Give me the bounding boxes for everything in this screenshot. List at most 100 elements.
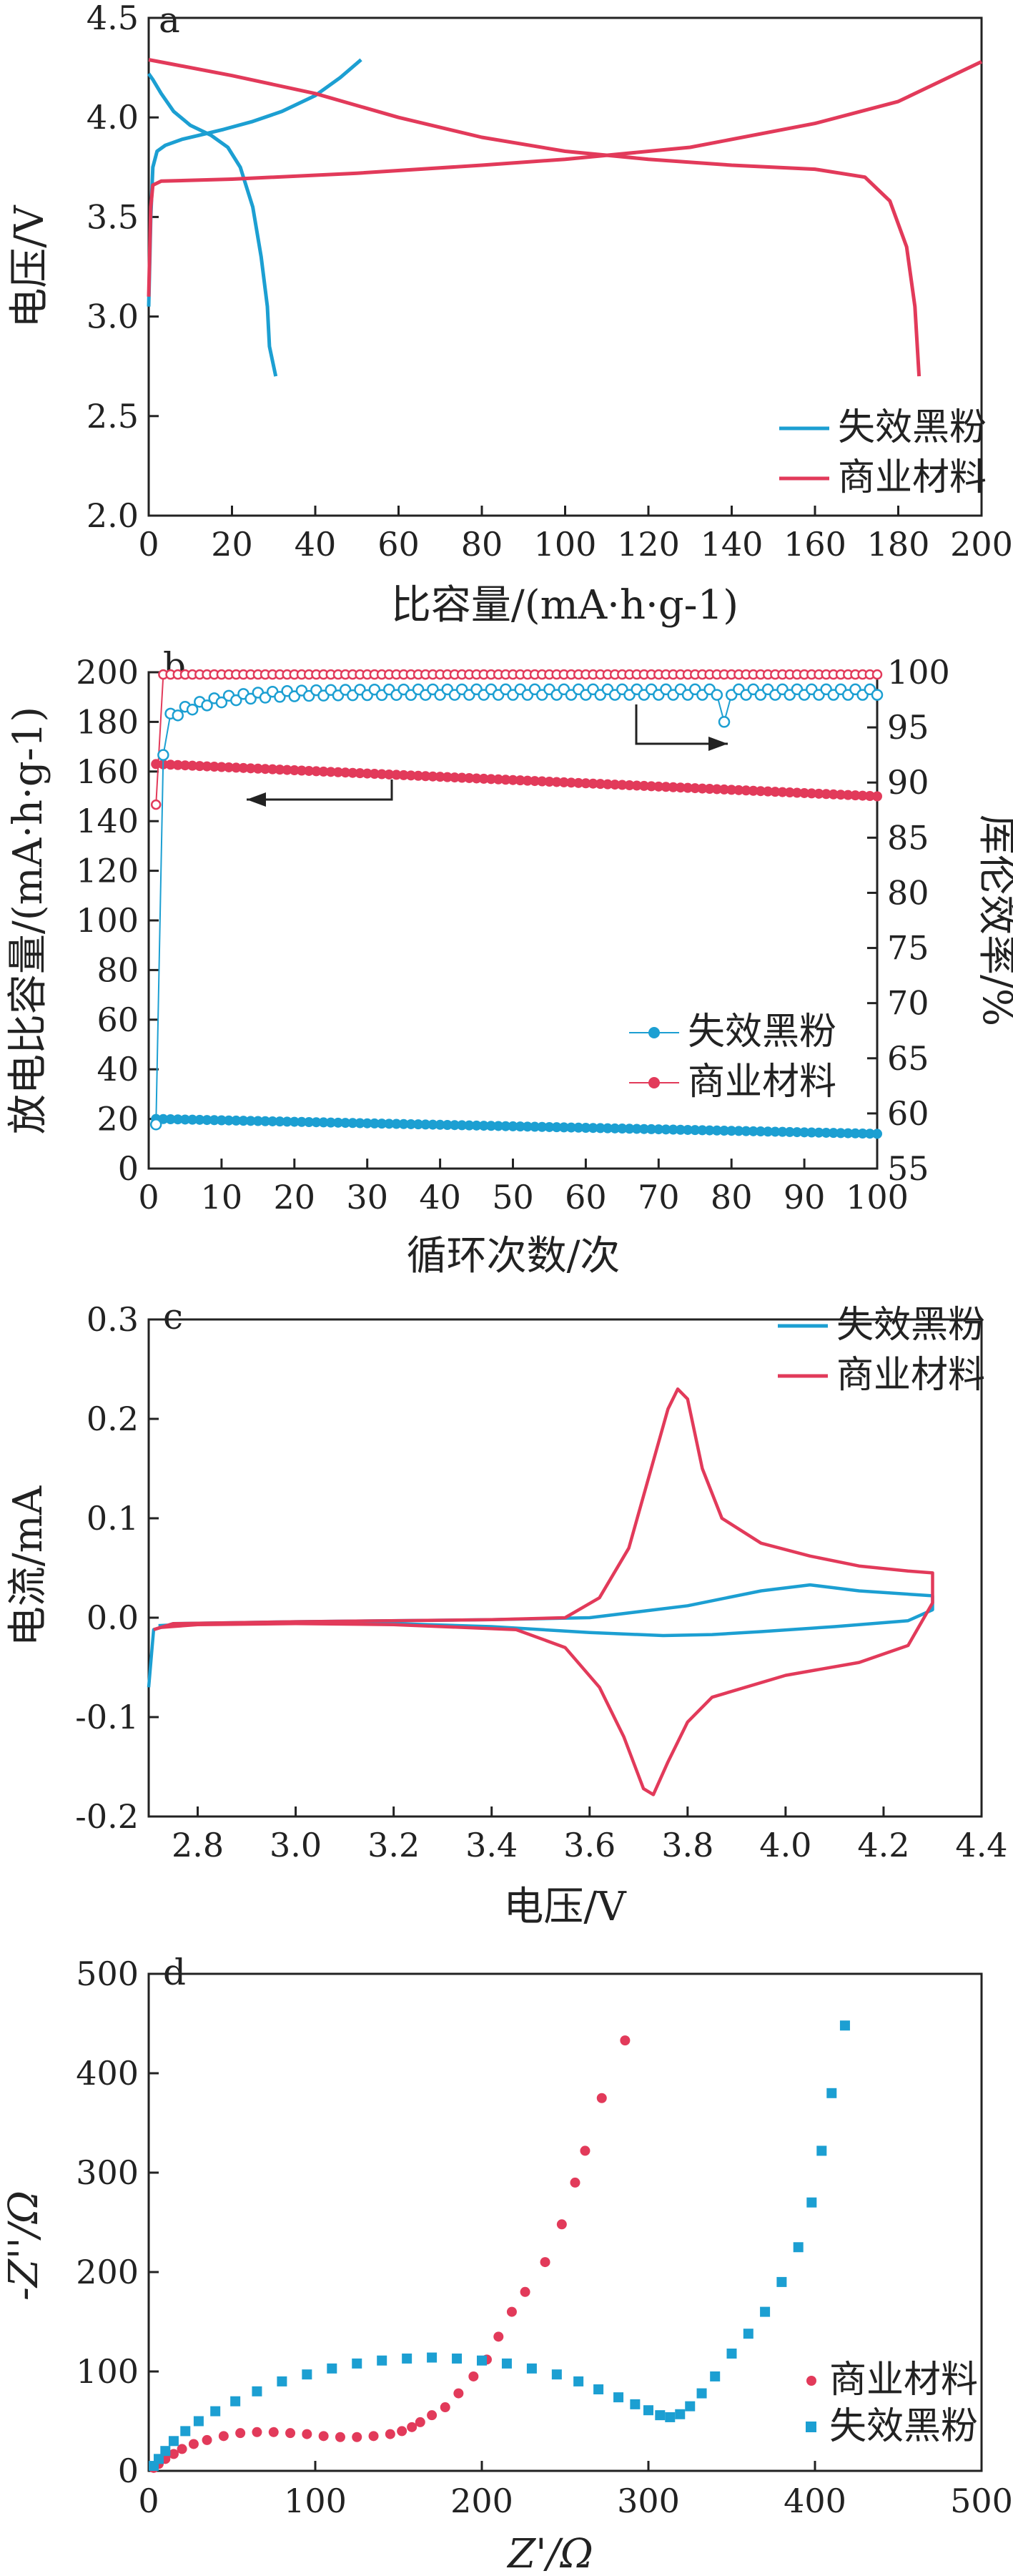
capacity-point-red-b <box>435 772 445 782</box>
x-tick-label-a: 20 <box>211 525 253 564</box>
plot-frame-c <box>147 1318 983 1818</box>
y-tick-label-a: 4.0 <box>87 98 139 137</box>
series-1-curve-0-a <box>147 59 983 297</box>
y-tick-label-d: 100 <box>76 2352 139 2391</box>
nyquist-point-red-d <box>202 2434 212 2445</box>
capacity-point-blue-b <box>428 1119 438 1130</box>
nyquist-point-red-d <box>556 2219 567 2230</box>
y-tick-label-b: 200 <box>76 653 139 692</box>
y-tick-label-d: 200 <box>76 2253 139 2291</box>
legend-b-0-swatch-marker <box>648 1027 660 1038</box>
nyquist-point-blue-d <box>168 2436 179 2447</box>
nyquist-point-blue-d <box>710 2371 721 2381</box>
capacity-point-red-b <box>821 789 831 800</box>
capacity-point-red-b <box>653 781 664 792</box>
capacity-point-red-b <box>573 777 584 788</box>
y-tick-label-c: 0.3 <box>87 1300 139 1339</box>
capacity-point-blue-b <box>304 1117 315 1128</box>
x-tick-label-b: 70 <box>638 1178 680 1216</box>
capacity-point-red-b <box>683 782 693 793</box>
nyquist-point-blue-d <box>180 2426 191 2437</box>
capacity-point-blue-b <box>405 1119 416 1129</box>
capacity-point-red-b <box>428 771 438 782</box>
capacity-point-red-b <box>355 768 365 779</box>
nyquist-point-blue-d <box>776 2276 787 2287</box>
capacity-point-blue-b <box>355 1118 365 1129</box>
capacity-point-blue-b <box>610 1123 621 1134</box>
capacity-point-red-b <box>194 761 205 772</box>
capacity-point-blue-b <box>864 1129 875 1139</box>
capacity-point-red-b <box>814 788 824 799</box>
capacity-point-red-b <box>624 780 635 791</box>
capacity-point-red-b <box>799 787 810 798</box>
x-tick-label-c: 4.0 <box>759 1826 811 1864</box>
x-tick-label-c: 4.2 <box>857 1826 909 1864</box>
arrow-ce-head-b <box>708 737 728 751</box>
capacity-point-blue-b <box>347 1118 358 1129</box>
capacity-point-red-b <box>493 774 504 785</box>
legend-d-0-swatch <box>806 2376 816 2386</box>
y2-tick-label-b: 100 <box>887 653 950 692</box>
nyquist-point-blue-d <box>352 2358 362 2369</box>
nyquist-point-blue-d <box>193 2416 204 2427</box>
x-tick-label-a: 100 <box>534 525 597 564</box>
capacity-point-blue-b <box>332 1117 343 1128</box>
x-tick-label-c: 2.8 <box>172 1826 224 1864</box>
capacity-point-red-b <box>187 760 198 771</box>
nyquist-point-red-d <box>540 2257 550 2268</box>
ce-point-blue-b <box>244 692 257 705</box>
y-tick-label-c: 0.0 <box>87 1598 139 1637</box>
x-tick-label-b: 50 <box>492 1178 534 1216</box>
capacity-point-red-b <box>719 784 730 795</box>
nyquist-point-red-d <box>188 2439 199 2449</box>
capacity-point-red-b <box>398 770 409 780</box>
capacity-point-blue-b <box>449 1120 460 1131</box>
capacity-point-red-b <box>340 767 351 778</box>
capacity-point-red-b <box>617 780 628 790</box>
y-tick-label-b: 80 <box>97 950 139 989</box>
capacity-point-red-b <box>857 790 868 801</box>
capacity-point-blue-b <box>646 1124 657 1134</box>
ce-point-blue-b <box>157 749 169 761</box>
y-tick-label-c: -0.2 <box>75 1797 139 1836</box>
capacity-point-red-b <box>231 762 242 773</box>
x-tick-label-d: 100 <box>284 2482 347 2520</box>
capacity-point-red-b <box>726 785 737 795</box>
y2-tick-label-b: 90 <box>887 763 929 802</box>
capacity-point-red-b <box>777 787 788 797</box>
capacity-point-blue-b <box>631 1124 642 1134</box>
nyquist-point-blue-d <box>743 2329 753 2339</box>
capacity-point-red-b <box>362 768 372 779</box>
ce-line-blue-b <box>155 688 878 1125</box>
capacity-point-blue-b <box>267 1116 278 1126</box>
capacity-point-red-b <box>566 777 577 788</box>
capacity-point-blue-b <box>325 1117 336 1128</box>
nyquist-point-red-d <box>493 2331 504 2342</box>
capacity-point-blue-b <box>311 1117 322 1128</box>
capacity-point-red-b <box>610 780 621 790</box>
capacity-point-blue-b <box>704 1125 715 1136</box>
nyquist-point-red-d <box>440 2402 450 2413</box>
y-tick-label-b: 100 <box>76 901 139 940</box>
y-tick-label-b: 160 <box>76 752 139 791</box>
capacity-point-red-b <box>369 769 380 780</box>
series-0-curve-1-a <box>147 72 278 377</box>
capacity-point-blue-b <box>741 1126 751 1136</box>
ce-point-red-b <box>871 669 883 680</box>
capacity-point-red-b <box>522 775 533 786</box>
legend-a-0-label: 失效黑粉 <box>838 406 987 449</box>
x-tick-label-b: 10 <box>201 1178 243 1216</box>
capacity-point-blue-b <box>413 1119 424 1130</box>
nyquist-point-red-d <box>318 2431 329 2442</box>
capacity-point-blue-b <box>493 1121 504 1131</box>
capacity-point-red-b <box>457 772 468 783</box>
y-tick-label-c: 0.2 <box>87 1400 139 1438</box>
nyquist-point-red-d <box>385 2429 395 2439</box>
nyquist-point-blue-d <box>302 2369 312 2380</box>
y-axis-label-c: 电流/mA <box>5 1485 51 1646</box>
nyquist-point-blue-d <box>551 2369 562 2380</box>
nyquist-point-red-d <box>397 2426 407 2437</box>
legend-c-1-label: 商业材料 <box>836 1354 985 1397</box>
capacity-point-blue-b <box>697 1125 708 1136</box>
ce-point-blue-b <box>215 696 228 709</box>
